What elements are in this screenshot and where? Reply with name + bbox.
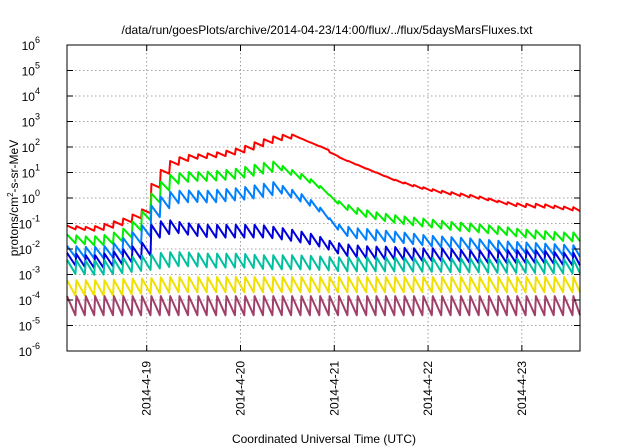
x-tick-label: 2014-4-19 <box>140 361 154 416</box>
y-axis-label-base: protons/cm <box>7 197 21 256</box>
y-tick-label: 10-6 <box>19 341 40 359</box>
series-line <box>66 181 581 260</box>
y-tick-group: 102 <box>22 137 40 155</box>
y-tick-exponent: 0 <box>35 188 40 198</box>
x-tick-label: 2014-4-22 <box>421 361 435 416</box>
series-line <box>66 295 581 317</box>
series-line <box>66 251 581 276</box>
y-tick-group: 101 <box>22 163 40 181</box>
y-tick-label: 103 <box>22 112 40 130</box>
y-tick-label: 10-5 <box>19 316 40 334</box>
x-axis-label: Coordinated Universal Time (UTC) <box>232 432 416 446</box>
y-tick-group: 104 <box>22 86 40 104</box>
y-axis-label-rest: -s-sr-MeV <box>7 140 21 193</box>
x-tick-label: 2014-4-21 <box>327 361 341 416</box>
y-tick-exponent: 3 <box>35 112 40 122</box>
y-tick-label: 10-4 <box>19 290 40 308</box>
x-tick-label: 2014-4-20 <box>234 361 248 416</box>
y-tick-group: 10-3 <box>19 265 40 283</box>
y-tick-label: 10-2 <box>19 239 40 257</box>
y-tick-exponent: 5 <box>35 61 40 71</box>
series-line <box>66 133 581 232</box>
y-tick-group: 10-4 <box>19 290 40 308</box>
y-tick-exponent: -4 <box>32 290 40 300</box>
y-tick-group: 105 <box>22 61 40 79</box>
y-tick-label: 104 <box>22 86 40 104</box>
y-tick-label: 100 <box>22 188 40 206</box>
y-tick-group: 103 <box>22 112 40 130</box>
y-axis-label-sup: 2 <box>6 192 15 197</box>
y-tick-label: 10-3 <box>19 265 40 283</box>
y-tick-group: 10-1 <box>19 214 40 232</box>
y-tick-exponent: 1 <box>35 163 40 173</box>
y-tick-exponent: -2 <box>32 239 40 249</box>
y-tick-group: 106 <box>22 35 40 53</box>
y-tick-label: 106 <box>22 35 40 53</box>
y-tick-exponent: 4 <box>35 86 40 96</box>
y-tick-exponent: -5 <box>32 316 40 326</box>
y-tick-label: 101 <box>22 163 40 181</box>
y-tick-exponent: 6 <box>35 35 40 45</box>
y-tick-exponent: -1 <box>32 214 40 224</box>
series-line <box>66 276 581 297</box>
ticks: 10-610-510-410-310-210-11001011021031041… <box>19 35 580 416</box>
y-tick-label: 105 <box>22 61 40 79</box>
y-tick-group: 10-6 <box>19 341 40 359</box>
series-layer <box>66 133 581 317</box>
y-tick-exponent: -3 <box>32 265 40 275</box>
y-tick-exponent: 2 <box>35 137 40 147</box>
series-line <box>66 160 581 247</box>
x-tick-label: 2014-4-23 <box>515 361 529 416</box>
svg-text:protons/cm2-s-sr-MeV: protons/cm2-s-sr-MeV <box>6 140 21 256</box>
y-tick-group: 10-5 <box>19 316 40 334</box>
y-tick-exponent: -6 <box>32 341 40 351</box>
chart-title: /data/run/goesPlots/archive/2014-04-23/1… <box>122 23 534 37</box>
y-tick-label: 10-1 <box>19 214 40 232</box>
y-axis-label: protons/cm2-s-sr-MeV <box>6 140 21 256</box>
y-tick-group: 10-2 <box>19 239 40 257</box>
y-tick-group: 100 <box>22 188 40 206</box>
series-line <box>66 219 581 270</box>
y-tick-label: 102 <box>22 137 40 155</box>
